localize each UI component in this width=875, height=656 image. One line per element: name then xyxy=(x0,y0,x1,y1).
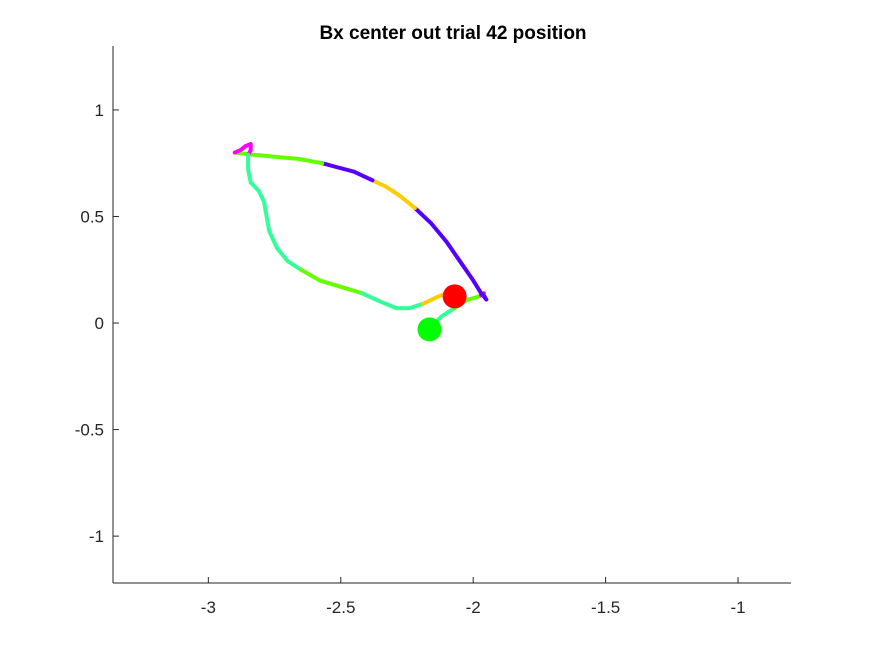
trajectory-segment xyxy=(246,152,303,272)
y-tick-label: -1 xyxy=(89,527,104,546)
x-tick-label: -2.5 xyxy=(326,598,355,617)
y-tick-label: -0.5 xyxy=(75,421,104,440)
position-marker xyxy=(442,284,467,309)
chart-title: Bx center out trial 42 position xyxy=(319,23,586,44)
trajectory-segment xyxy=(360,291,425,311)
trajectory-segment xyxy=(232,142,253,157)
trajectory-segment xyxy=(320,161,375,183)
x-tick-label: -3 xyxy=(201,598,216,617)
trajectory-markers xyxy=(417,284,467,342)
trajectory-segment xyxy=(299,267,364,296)
trajectory xyxy=(232,142,489,332)
x-tick-label: -1.5 xyxy=(591,598,620,617)
trajectory-segment xyxy=(412,206,489,302)
position-marker xyxy=(417,317,442,342)
x-tick-label: -1 xyxy=(730,598,745,617)
axis-ticks: -3 -2.5 -2 -1.5 -1 -1 -0.5 0 0.5 1 xyxy=(75,101,746,617)
x-tick-label: -2 xyxy=(466,598,481,617)
y-tick-label: 1 xyxy=(95,101,104,120)
y-tick-label: 0.5 xyxy=(80,207,104,226)
y-tick-label: 0 xyxy=(95,314,104,333)
trajectory-segment xyxy=(370,178,417,210)
